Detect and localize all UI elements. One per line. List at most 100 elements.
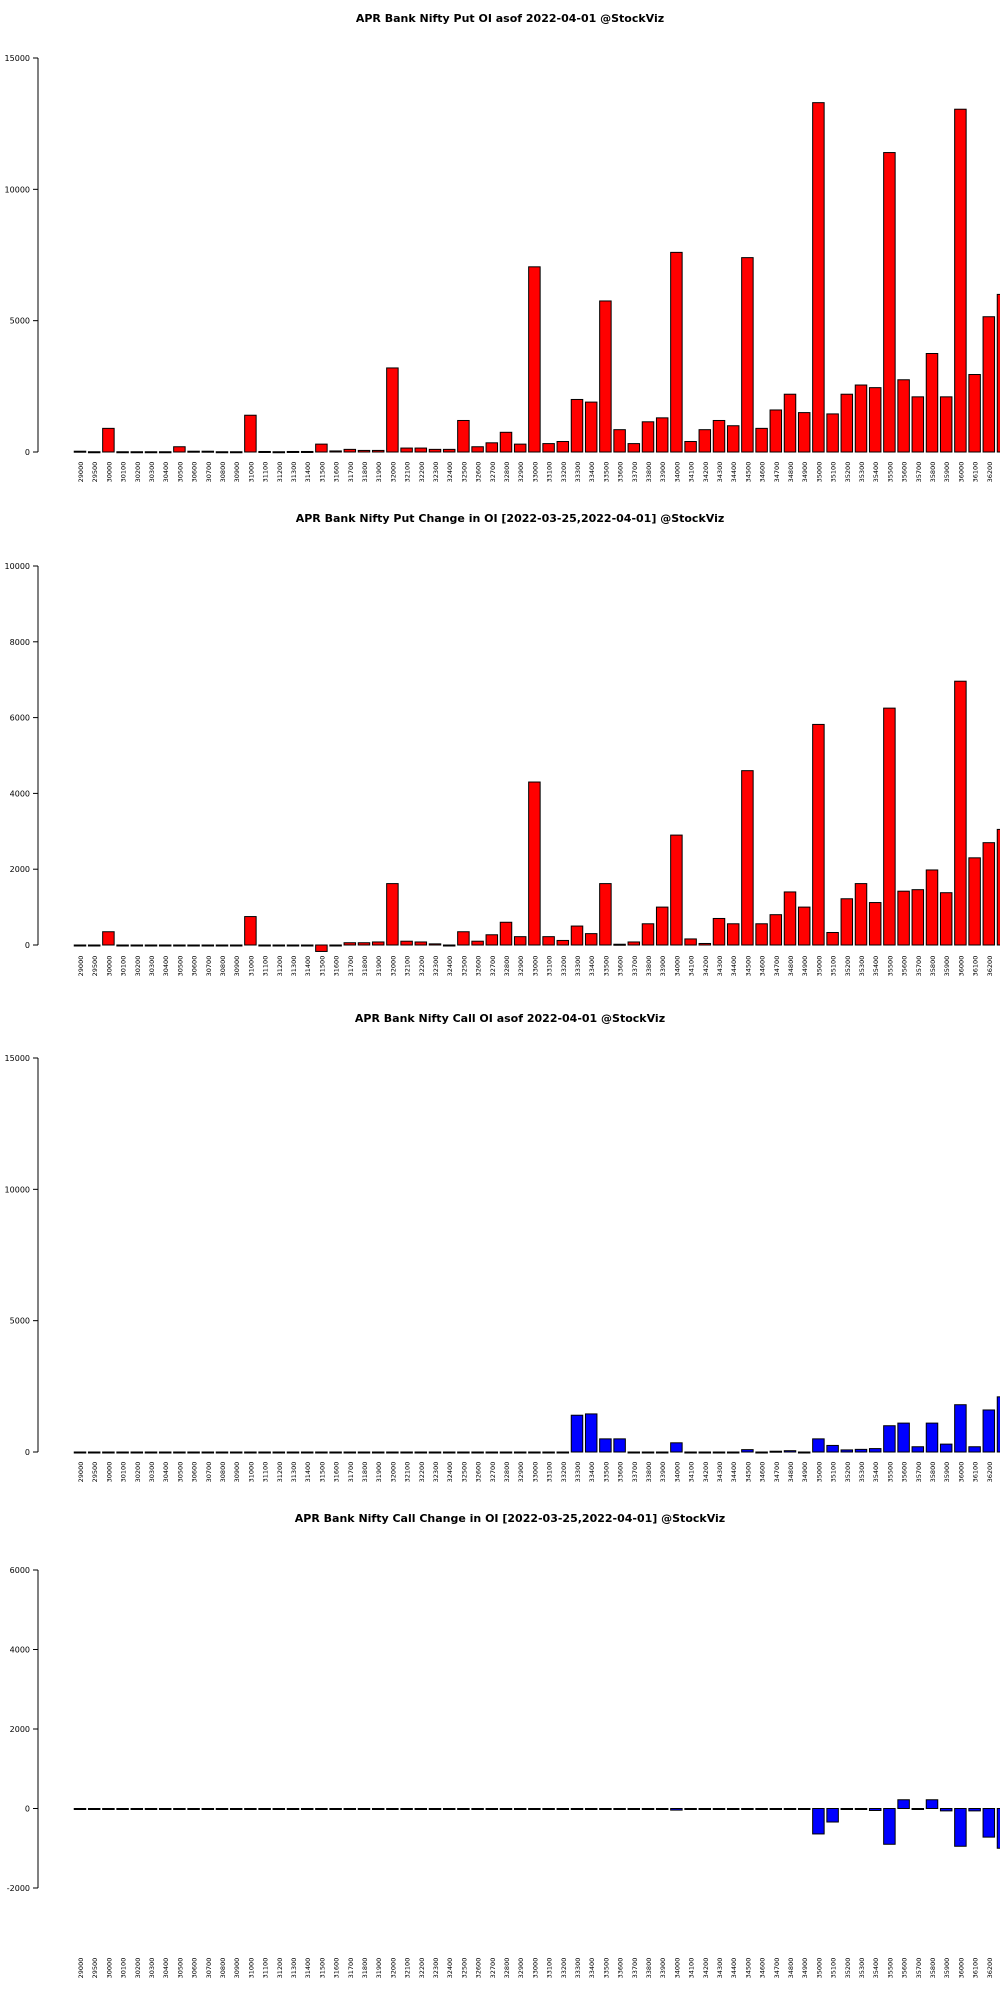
x-tick-label: 33800 — [645, 1958, 653, 1979]
x-tick-label: 30300 — [148, 1462, 156, 1483]
x-tick-label: 35400 — [872, 1462, 880, 1483]
bar-32800 — [499, 431, 513, 453]
x-tick-label: 35600 — [901, 462, 909, 483]
x-tick-label: 35700 — [915, 1462, 923, 1483]
bar-31800 — [357, 449, 371, 453]
x-tick-label: 35800 — [929, 1462, 937, 1483]
bar-30800 — [215, 451, 229, 454]
bar-32000 — [386, 367, 399, 453]
bar-35800 — [925, 869, 939, 946]
x-tick-label: 30100 — [120, 1462, 128, 1483]
x-tick-label: 31400 — [304, 956, 312, 977]
bar-32300 — [428, 448, 442, 453]
x-tick-label: 36000 — [957, 1462, 965, 1483]
x-tick-label: 30500 — [176, 1462, 184, 1483]
x-tick-label: 34400 — [730, 1958, 738, 1979]
bar-34500 — [741, 770, 754, 946]
x-tick-label: 32300 — [432, 462, 440, 483]
bar-33900 — [655, 417, 669, 453]
x-tick-label: 30600 — [191, 1958, 199, 1979]
x-tick-label: 36200 — [986, 956, 994, 977]
bar-33700 — [627, 941, 641, 946]
bar-33000 — [528, 266, 541, 453]
bar-35500 — [883, 707, 896, 946]
x-tick-label: 31800 — [361, 956, 369, 977]
chart-1: APR Bank Nifty Put OI asof 2022-04-01 @S… — [5, 12, 1000, 482]
bar-31800 — [357, 1451, 371, 1454]
bar-32800 — [499, 1808, 513, 1810]
x-tick-label: 33900 — [659, 1462, 667, 1483]
bar-35000 — [812, 102, 825, 453]
x-tick-label: 34900 — [801, 956, 809, 977]
bar-31900 — [371, 1451, 385, 1454]
x-tick-label: 32400 — [446, 462, 454, 483]
x-tick-label: 36200 — [986, 462, 994, 483]
x-tick-label: 31100 — [262, 1462, 270, 1483]
x-tick-label: 34200 — [702, 1462, 710, 1483]
x-tick-label: 34700 — [773, 1462, 781, 1483]
x-tick-label: 31000 — [247, 956, 255, 977]
x-tick-label: 32300 — [432, 1958, 440, 1979]
bar-34900 — [797, 906, 811, 946]
bar-32700 — [485, 934, 499, 946]
bar-31700 — [343, 942, 357, 946]
x-tick-label: 31000 — [247, 1958, 255, 1979]
x-tick-label: 34000 — [673, 1462, 681, 1483]
bar-33800 — [641, 421, 655, 453]
bar-30000 — [102, 427, 115, 453]
x-tick-label: 35800 — [929, 462, 937, 483]
bar-30300 — [144, 1451, 158, 1454]
bar-30400 — [158, 944, 172, 947]
x-tick-label: 35300 — [858, 1958, 866, 1979]
x-tick-label: 30400 — [162, 1462, 170, 1483]
x-tick-label: 34700 — [773, 956, 781, 977]
x-tick-label: 33000 — [531, 462, 539, 483]
x-tick-label: 31700 — [347, 462, 355, 483]
bar-33300 — [570, 1414, 584, 1453]
bar-30300 — [144, 451, 158, 454]
x-tick-label: 35700 — [915, 1958, 923, 1979]
x-tick-label: 34100 — [688, 462, 696, 483]
bar-30300 — [144, 944, 158, 947]
x-tick-label: 32500 — [460, 462, 468, 483]
x-tick-label: 33600 — [617, 1462, 625, 1483]
x-tick-label: 30600 — [191, 462, 199, 483]
x-tick-label: 31500 — [318, 462, 326, 483]
bar-32500 — [457, 931, 470, 946]
bar-36200 — [982, 842, 996, 946]
x-tick-label: 32900 — [517, 956, 525, 977]
y-tick-label: 5000 — [10, 1317, 30, 1326]
bar-33300 — [570, 925, 584, 946]
x-tick-label: 32100 — [404, 1958, 412, 1979]
x-tick-label: 31900 — [375, 956, 383, 977]
bar-31100 — [258, 1808, 271, 1810]
x-tick-label: 33900 — [659, 956, 667, 977]
x-tick-label: 29000 — [77, 1958, 85, 1979]
bar-30500 — [173, 446, 186, 453]
bar-33700 — [627, 1808, 641, 1810]
x-tick-label: 30900 — [233, 1462, 241, 1483]
bar-32300 — [428, 1451, 442, 1454]
x-tick-label: 34900 — [801, 1462, 809, 1483]
bar-31600 — [329, 1451, 342, 1454]
x-tick-label: 32000 — [389, 1462, 397, 1483]
bar-36000 — [954, 108, 967, 453]
bar-33600 — [613, 943, 626, 946]
y-tick-label: 5000 — [10, 317, 30, 326]
bar-35600 — [897, 1799, 910, 1810]
x-tick-label: 33600 — [617, 1958, 625, 1979]
x-tick-label: 32700 — [489, 1958, 497, 1979]
x-tick-label: 34100 — [688, 956, 696, 977]
x-tick-label: 34300 — [716, 1462, 724, 1483]
bar-32500 — [457, 1451, 470, 1454]
bar-36100 — [968, 374, 981, 453]
bar-31100 — [258, 450, 271, 453]
bar-30800 — [215, 1451, 229, 1454]
x-tick-label: 32600 — [475, 1462, 483, 1483]
x-tick-label: 34600 — [759, 956, 767, 977]
x-tick-label: 35800 — [929, 956, 937, 977]
x-tick-label: 29000 — [77, 1462, 85, 1483]
bar-35900 — [939, 1443, 953, 1453]
bar-32900 — [513, 443, 527, 453]
x-tick-label: 30100 — [120, 1958, 128, 1979]
